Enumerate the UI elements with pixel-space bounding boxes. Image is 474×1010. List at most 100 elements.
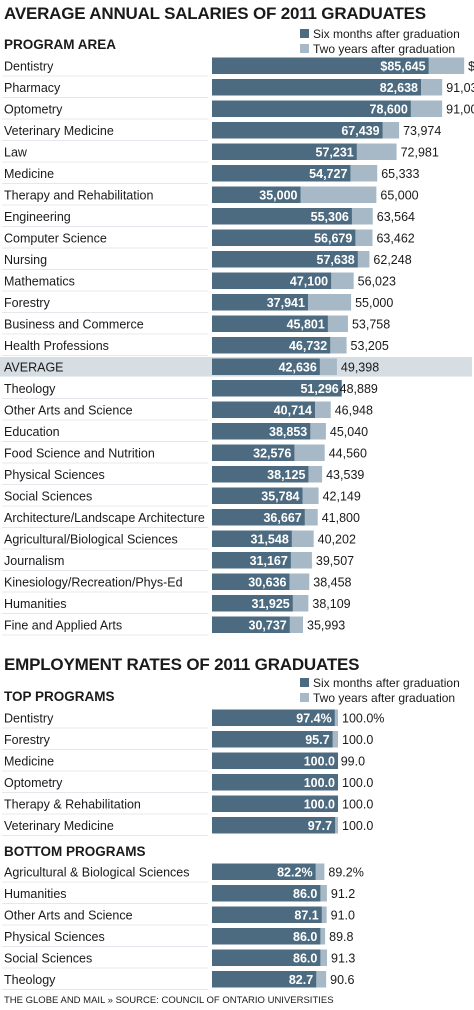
bar-six-months-dentistry bbox=[212, 709, 335, 726]
value-label-six-months-other-arts-and-science: 40,714 bbox=[274, 403, 312, 417]
value-label-two-years-social-sciences: 42,149 bbox=[323, 489, 361, 503]
value-label-six-months-computer-science: 56,679 bbox=[314, 231, 352, 245]
category-label-architecture-landscape-architecture: Architecture/Landscape Architecture bbox=[4, 511, 205, 525]
value-label-two-years-food-science-and-nutrition: 44,560 bbox=[329, 446, 367, 460]
legend-two-years: Two years after graduation bbox=[300, 690, 460, 705]
value-label-six-months-physical-sciences: 38,125 bbox=[267, 468, 305, 482]
value-label-six-months-theology: 82.7 bbox=[289, 973, 313, 987]
bar-six-months-agricultural-biological-sciences bbox=[212, 863, 316, 880]
row-band-agricultural-biological-sciences bbox=[0, 529, 212, 549]
value-label-six-months-humanities: 31,925 bbox=[252, 597, 290, 611]
category-label-medicine: Medicine bbox=[4, 167, 54, 181]
category-label-theology: Theology bbox=[4, 973, 56, 987]
legend-swatch-six-months bbox=[300, 678, 309, 687]
bar-six-months-theology bbox=[212, 380, 342, 397]
bar-six-months-humanities bbox=[212, 595, 293, 612]
legend-six-months: Six months after graduation bbox=[300, 675, 460, 690]
category-label-optometry: Optometry bbox=[4, 776, 63, 790]
row-band-humanities bbox=[0, 883, 212, 903]
bar-six-months-optometry bbox=[212, 100, 411, 117]
row-band-kinesiology-recreation-phys-ed bbox=[0, 572, 212, 592]
legend-two-years: Two years after graduation bbox=[300, 41, 460, 56]
value-label-six-months-medicine: 100.0 bbox=[304, 754, 335, 768]
category-label-dentistry: Dentistry bbox=[4, 711, 54, 725]
value-label-two-years-optometry: 100.0 bbox=[342, 776, 373, 790]
value-label-two-years-law: 72,981 bbox=[401, 145, 439, 159]
value-label-six-months-optometry: 100.0 bbox=[304, 776, 335, 790]
value-label-two-years-humanities: 91.2 bbox=[331, 887, 355, 901]
value-label-two-years-social-sciences: 91.3 bbox=[331, 951, 355, 965]
bar-six-months-social-sciences bbox=[212, 487, 303, 504]
value-label-two-years-dentistry: $99,706 bbox=[468, 59, 474, 73]
bar-six-months-engineering bbox=[212, 208, 352, 225]
value-label-six-months-kinesiology-recreation-phys-ed: 30,636 bbox=[248, 575, 286, 589]
employment-legend: Six months after graduation Two years af… bbox=[300, 675, 460, 705]
row-band-mathematics bbox=[0, 271, 212, 291]
bar-six-months-fine-and-applied-arts bbox=[212, 616, 290, 633]
bar-six-months-medicine bbox=[212, 752, 338, 769]
value-label-two-years-nursing: 62,248 bbox=[373, 253, 411, 267]
bar-six-months-forestry bbox=[212, 731, 333, 748]
row-band-forestry bbox=[0, 292, 212, 312]
row-band-pharmacy bbox=[0, 77, 212, 97]
value-label-two-years-agricultural-biological-sciences: 40,202 bbox=[318, 532, 356, 546]
row-band-forestry bbox=[0, 729, 212, 749]
category-label-veterinary-medicine: Veterinary Medicine bbox=[4, 819, 114, 833]
value-label-two-years-average: 49,398 bbox=[341, 360, 379, 374]
footer-source: THE GLOBE AND MAIL » SOURCE: COUNCIL OF … bbox=[4, 995, 334, 1006]
value-label-six-months-pharmacy: 82,638 bbox=[380, 81, 418, 95]
row-band-veterinary-medicine bbox=[0, 120, 212, 140]
bar-six-months-veterinary-medicine bbox=[212, 817, 336, 834]
category-label-health-professions: Health Professions bbox=[4, 339, 109, 353]
row-band-physical-sciences bbox=[0, 464, 212, 484]
category-label-optometry: Optometry bbox=[4, 102, 63, 116]
bar-six-months-health-professions bbox=[212, 337, 331, 354]
bar-six-months-nursing bbox=[212, 251, 358, 268]
value-label-two-years-other-arts-and-science: 91.0 bbox=[331, 908, 355, 922]
bar-six-months-architecture-landscape-architecture bbox=[212, 509, 305, 526]
category-label-other-arts-and-science: Other Arts and Science bbox=[4, 908, 133, 922]
category-label-theology: Theology bbox=[4, 382, 56, 396]
row-band-therapy-rehabilitation bbox=[0, 794, 212, 814]
value-label-two-years-engineering: 63,564 bbox=[377, 210, 415, 224]
row-band-social-sciences bbox=[0, 948, 212, 968]
value-label-two-years-mathematics: 56,023 bbox=[358, 274, 396, 288]
category-label-physical-sciences: Physical Sciences bbox=[4, 930, 105, 944]
value-label-six-months-architecture-landscape-architecture: 36,667 bbox=[263, 511, 301, 525]
row-band-veterinary-medicine bbox=[0, 815, 212, 835]
category-label-business-and-commerce: Business and Commerce bbox=[4, 317, 144, 331]
value-label-six-months-therapy-rehabilitation: 100.0 bbox=[304, 797, 335, 811]
row-band-engineering bbox=[0, 206, 212, 226]
category-label-pharmacy: Pharmacy bbox=[4, 81, 61, 95]
row-band-dentistry bbox=[0, 56, 212, 76]
value-label-six-months-health-professions: 46,732 bbox=[289, 339, 327, 353]
category-label-education: Education bbox=[4, 425, 60, 439]
employment-bottom-chart: Agricultural & Biological Sciences 82.2% 8… bbox=[0, 862, 364, 990]
value-label-six-months-business-and-commerce: 45,801 bbox=[287, 317, 325, 331]
value-label-two-years-architecture-landscape-architecture: 41,800 bbox=[322, 511, 360, 525]
row-band-journalism bbox=[0, 550, 212, 570]
value-label-six-months-therapy-and-rehabilitation: 35,000 bbox=[259, 188, 297, 202]
bar-six-months-kinesiology-recreation-phys-ed bbox=[212, 573, 290, 590]
category-label-food-science-and-nutrition: Food Science and Nutrition bbox=[4, 446, 155, 460]
legend-swatch-two-years bbox=[300, 44, 309, 53]
row-band-health-professions bbox=[0, 335, 212, 355]
value-label-two-years-humanities: 38,109 bbox=[312, 597, 350, 611]
value-label-six-months-forestry: 37,941 bbox=[267, 296, 305, 310]
category-label-dentistry: Dentistry bbox=[4, 59, 54, 73]
bar-six-months-humanities bbox=[212, 885, 321, 902]
bar-six-months-social-sciences bbox=[212, 949, 321, 966]
value-label-two-years-education: 45,040 bbox=[330, 425, 368, 439]
value-label-six-months-mathematics: 47,100 bbox=[290, 274, 328, 288]
value-label-six-months-agricultural-biological-sciences: 82.2% bbox=[277, 865, 312, 879]
salary-chart-title: AVERAGE ANNUAL SALARIES OF 2011 GRADUATE… bbox=[4, 4, 426, 23]
value-label-two-years-forestry: 55,000 bbox=[355, 296, 393, 310]
category-label-forestry: Forestry bbox=[4, 733, 51, 747]
bar-six-months-law bbox=[212, 143, 357, 160]
row-band-optometry bbox=[0, 772, 212, 792]
employment-top-chart: Dentistry 97.4% 100.0% Forestry 95.7 100.0 Med… bbox=[0, 708, 384, 836]
bar-six-months-dentistry bbox=[212, 57, 429, 74]
value-label-two-years-computer-science: 63,462 bbox=[376, 231, 414, 245]
row-band-theology bbox=[0, 378, 212, 398]
value-label-six-months-fine-and-applied-arts: 30,737 bbox=[249, 618, 287, 632]
